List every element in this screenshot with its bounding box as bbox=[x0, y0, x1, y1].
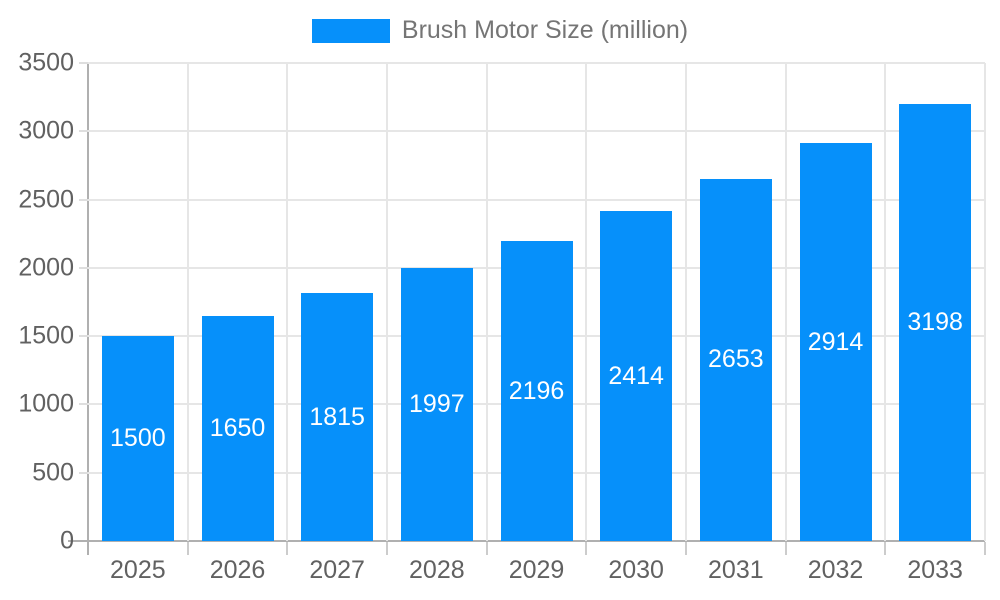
x-axis-tick bbox=[884, 542, 887, 555]
v-gridline bbox=[784, 63, 787, 541]
y-axis-tick bbox=[79, 335, 88, 338]
bar-value-label: 1500 bbox=[110, 424, 166, 453]
v-gridline bbox=[485, 63, 488, 541]
x-axis-tick bbox=[286, 542, 289, 555]
bar-value-label: 2414 bbox=[608, 361, 664, 390]
y-axis-tick-label: 0 bbox=[60, 526, 74, 555]
x-axis-tick bbox=[585, 542, 588, 555]
bar-value-label: 3198 bbox=[907, 308, 963, 337]
h-gridline bbox=[88, 198, 985, 201]
y-axis-line bbox=[87, 63, 89, 555]
y-axis-tick bbox=[79, 403, 88, 406]
x-axis-tick bbox=[186, 542, 189, 555]
legend: Brush Motor Size (million) bbox=[0, 18, 1000, 43]
y-axis-tick-label: 2000 bbox=[18, 253, 74, 282]
y-axis-tick-label: 1000 bbox=[18, 389, 74, 418]
bar: 1815 bbox=[301, 293, 374, 541]
bar-value-label: 2196 bbox=[508, 376, 565, 405]
x-axis-tick-label: 2029 bbox=[508, 556, 565, 584]
bar: 2914 bbox=[799, 143, 872, 541]
x-axis-tick-label: 2030 bbox=[608, 556, 664, 584]
v-gridline bbox=[585, 63, 588, 541]
x-axis-line bbox=[88, 540, 985, 542]
x-axis-tick-label: 2026 bbox=[209, 556, 266, 584]
bar: 2196 bbox=[500, 241, 573, 541]
bar: 2414 bbox=[600, 211, 673, 541]
bar: 1500 bbox=[101, 336, 174, 541]
y-axis-tick-label: 500 bbox=[32, 458, 74, 487]
x-axis-tick-label: 2028 bbox=[409, 556, 465, 584]
y-axis-tick-label: 2500 bbox=[18, 185, 74, 214]
x-axis-tick bbox=[386, 542, 388, 555]
bar-value-label: 1650 bbox=[209, 413, 266, 442]
y-axis-tick bbox=[79, 62, 88, 64]
x-axis-tick bbox=[984, 542, 986, 555]
bar: 1997 bbox=[400, 268, 473, 541]
x-axis-tick bbox=[784, 542, 787, 555]
x-axis-tick-label: 2032 bbox=[807, 556, 864, 584]
x-axis-tick bbox=[685, 542, 687, 555]
y-axis-tick bbox=[68, 540, 88, 542]
bar: 2653 bbox=[699, 178, 772, 541]
y-axis-tick bbox=[79, 198, 88, 201]
v-gridline bbox=[286, 63, 289, 541]
x-axis-tick bbox=[485, 542, 488, 555]
bar-value-label: 2653 bbox=[708, 345, 764, 374]
v-gridline bbox=[685, 63, 687, 541]
bar-value-label: 2914 bbox=[807, 327, 864, 356]
bar-value-label: 1997 bbox=[409, 390, 465, 419]
y-axis-tick-label: 3500 bbox=[18, 48, 74, 77]
x-axis-tick-label: 2031 bbox=[708, 556, 764, 584]
v-gridline bbox=[186, 63, 189, 541]
legend-swatch bbox=[311, 18, 390, 43]
bar: 1650 bbox=[201, 315, 274, 541]
bar: 3198 bbox=[899, 104, 972, 541]
v-gridline bbox=[984, 63, 986, 541]
y-axis-tick bbox=[79, 130, 88, 133]
y-axis-tick bbox=[79, 471, 88, 474]
y-axis-tick-label: 3000 bbox=[18, 116, 74, 145]
x-axis-tick-label: 2033 bbox=[907, 556, 963, 584]
y-axis-tick-label: 1500 bbox=[18, 321, 74, 350]
x-axis-tick-label: 2027 bbox=[309, 556, 365, 584]
v-gridline bbox=[884, 63, 887, 541]
x-axis-tick-label: 2025 bbox=[110, 556, 166, 584]
y-axis-tick bbox=[79, 266, 88, 269]
plot-area: 0 500 1000 1500 2000 2500 3000 3500 1500 2025 1650… bbox=[18, 50, 986, 583]
v-gridline bbox=[386, 63, 388, 541]
legend-label: Brush Motor Size (million) bbox=[401, 16, 689, 44]
h-gridline bbox=[88, 130, 985, 133]
h-gridline bbox=[88, 62, 985, 64]
bar-value-label: 1815 bbox=[309, 402, 365, 431]
